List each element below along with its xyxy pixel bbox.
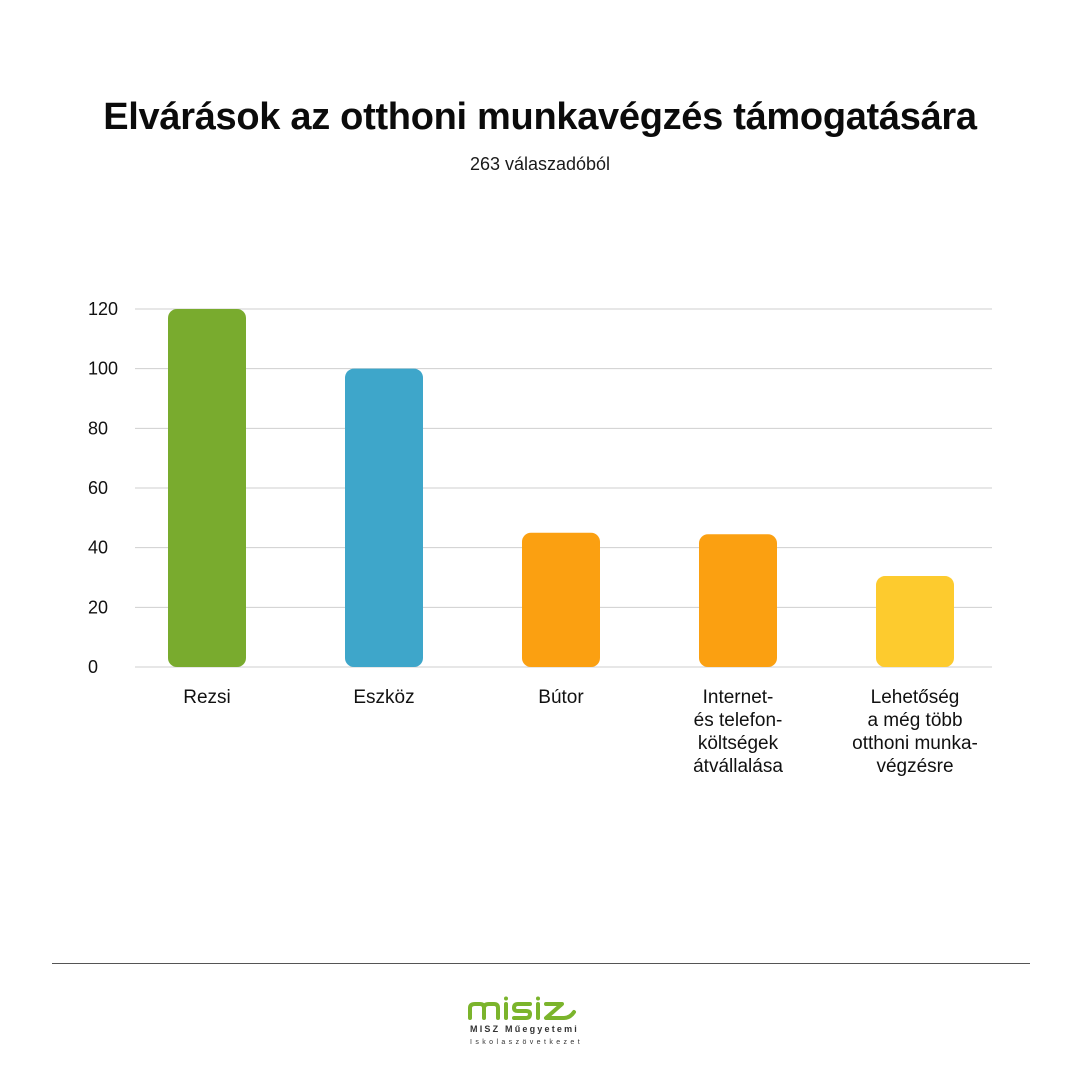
bar [699,534,777,667]
misz-logo: MISZ Műegyetemi Iskolaszövetkezet [468,996,583,1046]
x-tick-label: Internet- és telefon- költségek átvállal… [693,687,783,777]
chart-subtitle: 263 válaszadóból [469,154,611,174]
x-tick-label: Lehetőség a még több otthoni munka- végz… [852,687,978,777]
y-tick-label: 100 [88,359,118,379]
bar [876,576,954,667]
y-tick-label: 0 [88,657,98,677]
x-tick-label: Bútor [538,687,584,708]
y-tick-label: 80 [88,418,108,438]
x-tick-label: Rezsi [183,687,231,708]
bar [522,532,600,667]
footer-divider [52,963,1030,964]
y-tick-label: 40 [88,538,108,558]
y-tick-label: 60 [88,478,108,498]
bar [168,309,246,667]
logo-line2: Iskolaszövetkezet [470,1039,583,1046]
y-tick-label: 120 [88,299,118,319]
y-tick-label: 20 [88,597,108,617]
logo-line1: MISZ Műegyetemi [470,1024,579,1034]
x-tick-label: Eszköz [353,687,415,708]
bar [345,368,423,667]
chart-title: Elvárások az otthoni munkavégzés támogat… [103,96,977,138]
